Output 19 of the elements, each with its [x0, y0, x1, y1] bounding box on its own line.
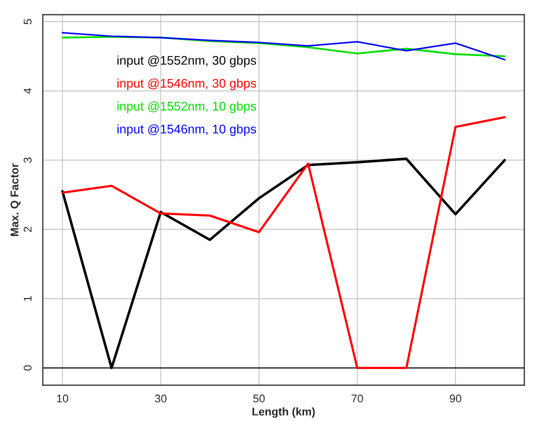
text: input @1546nm, 30 gbps [117, 78, 256, 90]
line-series [61, 158, 506, 370]
y-tick-label: 2 [24, 226, 32, 232]
x-axis-title: Length (km) [252, 407, 315, 418]
text: input @1552nm, 10 gbps [117, 101, 256, 114]
x-tick-label: 50 [253, 394, 265, 402]
x-tick-label: 70 [352, 394, 363, 402]
y-tick-label: 0 [24, 365, 32, 371]
text: input @1546nm, 10 gbps [117, 124, 256, 136]
y-tick-label: 4 [24, 88, 32, 94]
y-tick-label: 3 [24, 158, 32, 163]
text: input @1552nm, 30 gbps [117, 56, 256, 68]
y-tick-label: 5 [24, 19, 32, 24]
y-axis-title: Max. Q Factor [10, 163, 21, 236]
y-tick-label: 1 [24, 296, 32, 301]
x-tick-label: 10 [57, 394, 68, 402]
line-series [61, 116, 506, 369]
x-tick-label: 30 [154, 394, 166, 402]
x-tick-label: 90 [450, 394, 462, 402]
